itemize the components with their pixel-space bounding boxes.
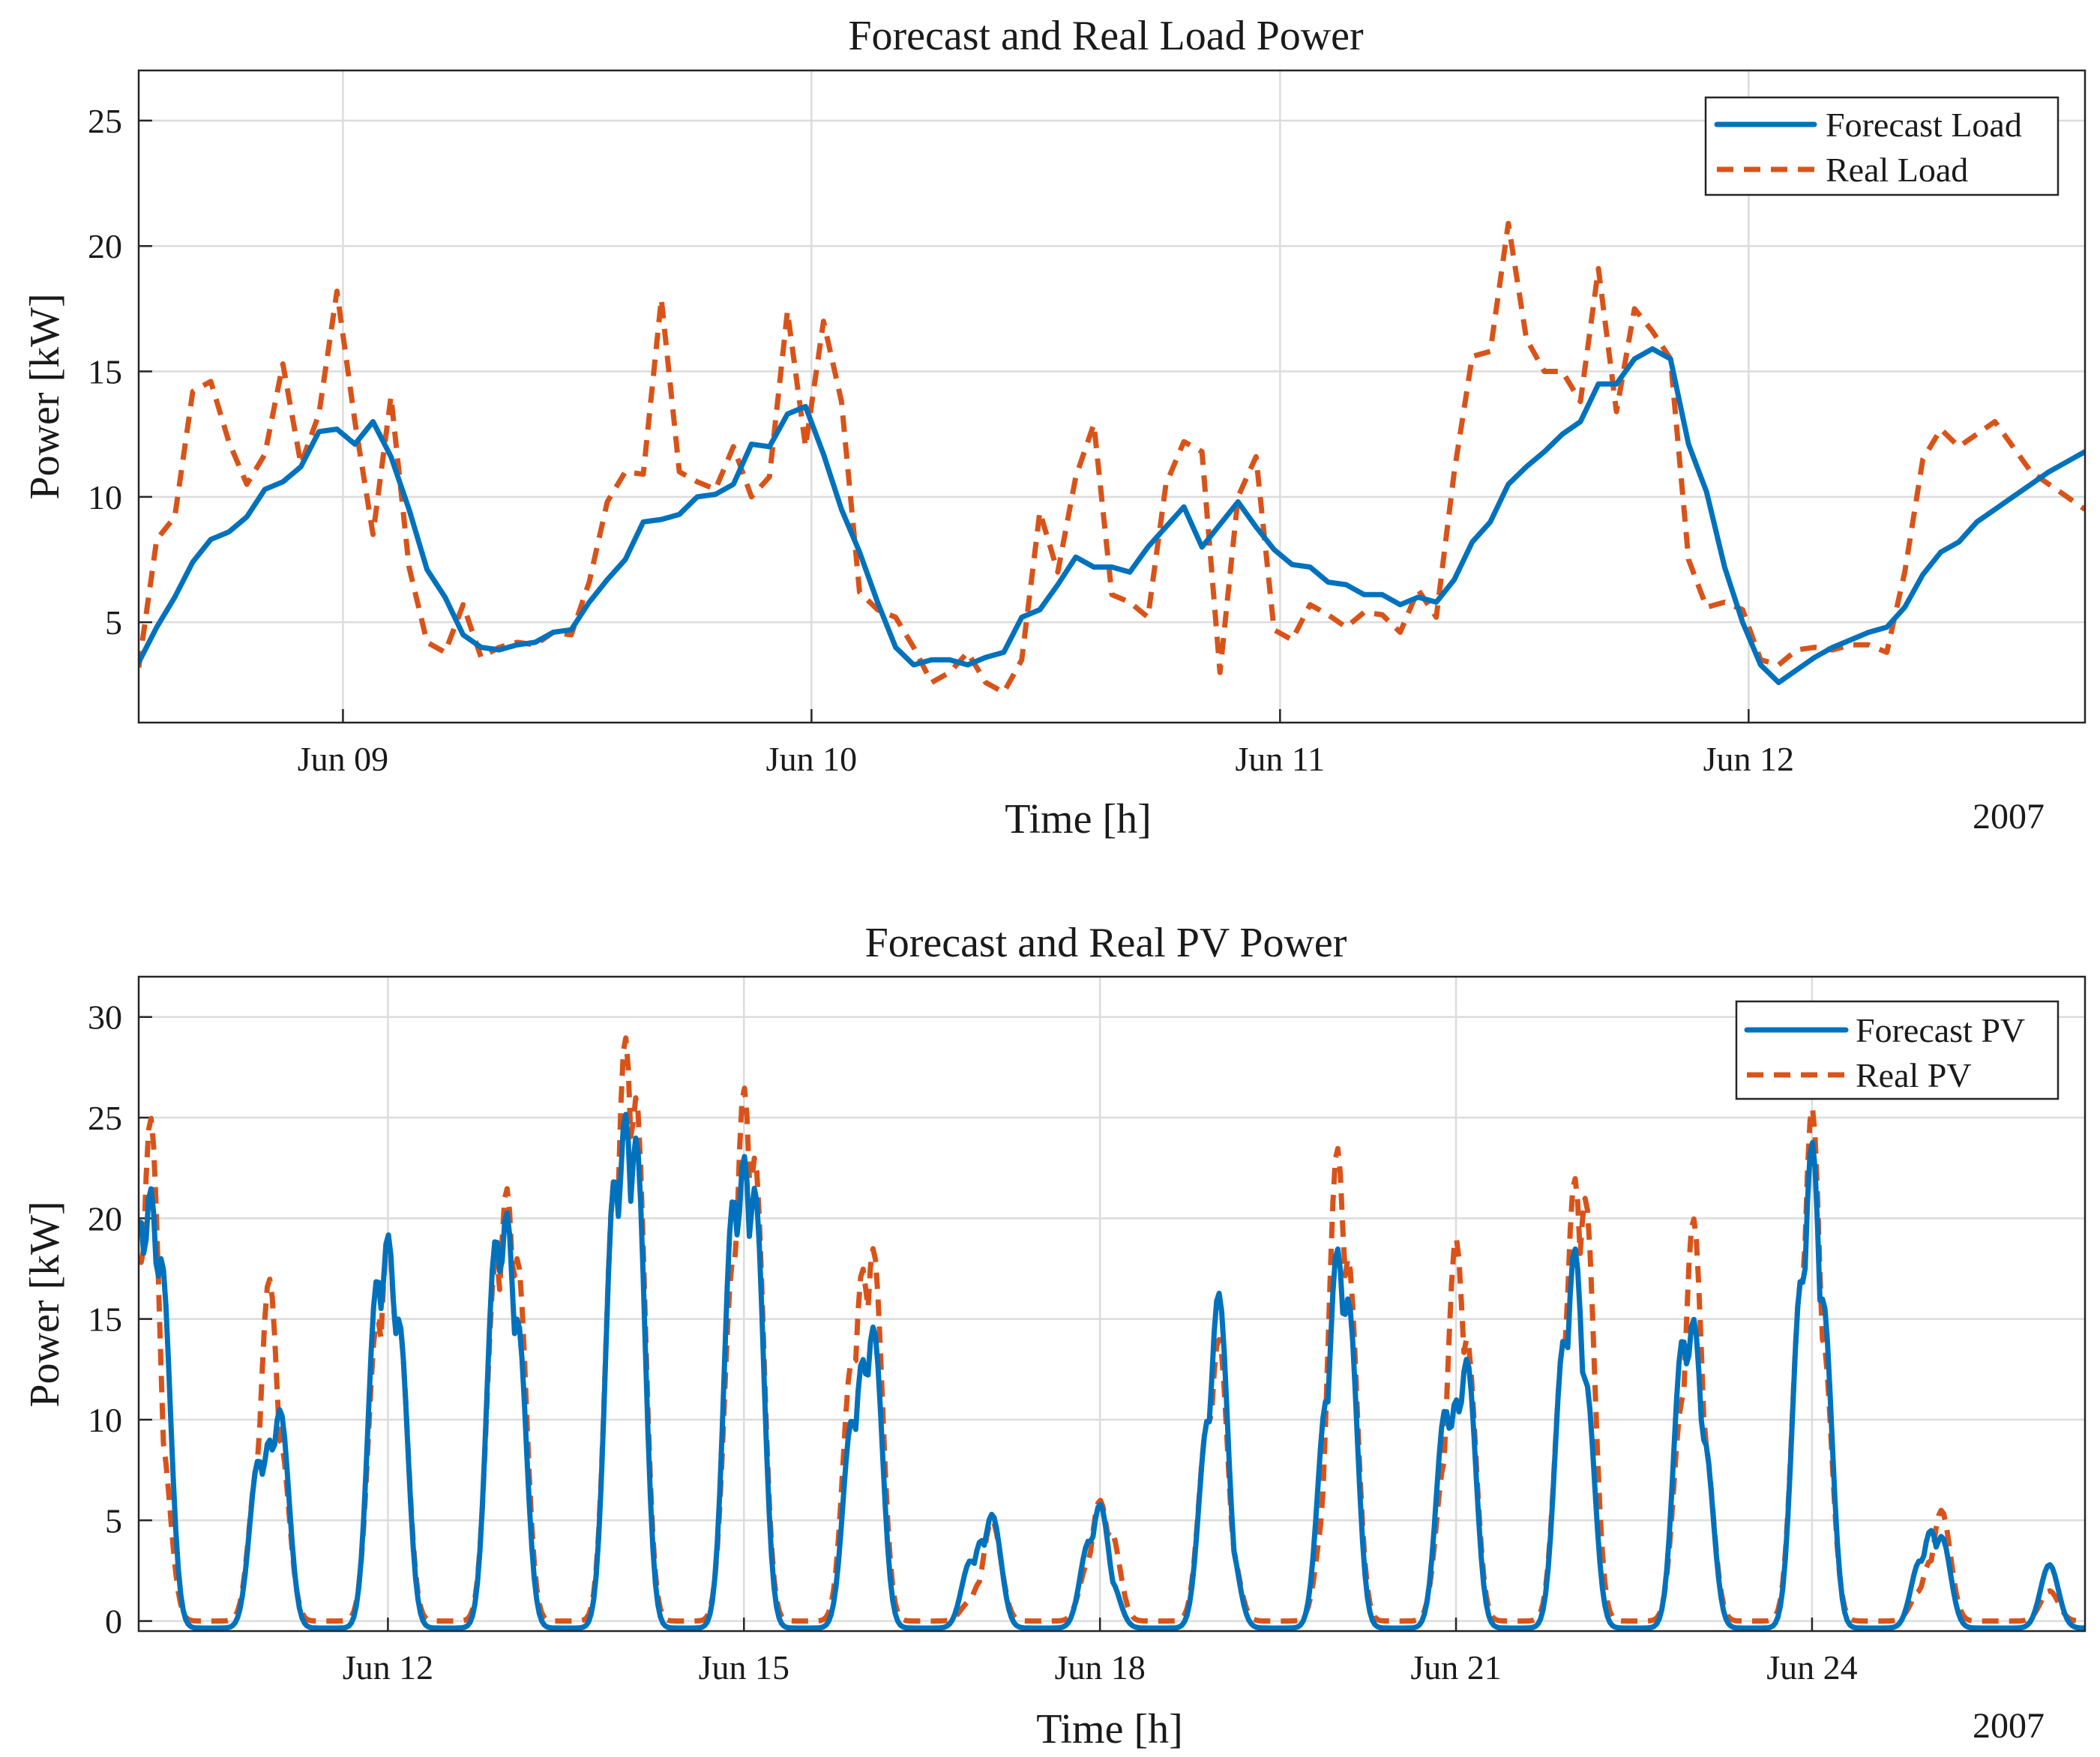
pv-x-tick-label: Jun 24 (1766, 1648, 1857, 1687)
pv-y-tick-label: 10 (88, 1401, 122, 1439)
load-x-tick-label: Jun 10 (766, 740, 857, 778)
load-y-tick-label: 20 (88, 227, 122, 265)
load-x-axis-label: Time [h] (1005, 796, 1152, 843)
load-legend-real-label: Real Load (1826, 151, 1968, 189)
pv-year-label: 2007 (1973, 1706, 2045, 1746)
pv-x-tick-label: Jun 12 (343, 1648, 433, 1687)
load-legend-forecast-label: Forecast Load (1826, 106, 2022, 144)
pv-legend-real-label: Real PV (1856, 1056, 1972, 1094)
pv-x-axis-label: Time [h] (1036, 1706, 1183, 1753)
load-y-tick-label: 10 (88, 478, 122, 516)
pv-legend-forecast-label: Forecast PV (1856, 1011, 2025, 1049)
load-ticks: Jun 09 Jun 10 Jun 11 Jun 12 5 10 15 20 25 (88, 102, 1794, 778)
pv-ticks: Jun 12 Jun 15 Jun 18 Jun 21 Jun 24 0 5 10 15 20 25… (88, 998, 1858, 1687)
load-x-tick-label: Jun 12 (1703, 740, 1794, 778)
load-series (139, 220, 2085, 696)
load-chart-title: Forecast and Real Load Power (848, 13, 1364, 59)
pv-chart-title: Forecast and Real PV Power (865, 920, 1347, 966)
pv-x-tick-label: Jun 21 (1410, 1648, 1501, 1687)
load-legend-box (1704, 96, 2060, 196)
pv-x-tick-label: Jun 15 (699, 1648, 789, 1687)
load-axes-box (137, 69, 2087, 724)
pv-real-series-line (139, 1035, 2085, 1624)
load-year-label: 2007 (1973, 797, 2045, 837)
pv-x-tick-label: Jun 18 (1054, 1648, 1145, 1687)
load-y-tick-label: 5 (105, 603, 122, 642)
pv-y-tick-label: 5 (105, 1501, 122, 1540)
load-x-tick-label: Jun 11 (1235, 740, 1325, 778)
pv-y-tick-label: 20 (88, 1199, 122, 1238)
pv-legend-box (1735, 1000, 2060, 1100)
load-forecast-series-line (139, 346, 2085, 685)
pv-axes-box (137, 975, 2087, 1633)
load-y-axis-label: Power [kW] (22, 293, 68, 499)
pv-y-tick-label: 30 (88, 998, 122, 1037)
load-chart: Forecast and Real Load Power Jun 09 Jun 1… (22, 13, 2087, 843)
pv-y-tick-label: 15 (88, 1301, 122, 1339)
load-y-tick-label: 15 (88, 353, 122, 391)
pv-chart: Forecast and Real PV Power Jun 12 Jun 15 J… (22, 920, 2087, 1753)
pv-series (139, 1035, 2085, 1631)
pv-forecast-series-line (139, 1112, 2085, 1631)
pv-y-tick-label: 25 (88, 1099, 122, 1137)
pv-legend: Forecast PV Real PV (1735, 1000, 2060, 1100)
pv-y-tick-label: 0 (105, 1603, 122, 1641)
load-y-tick-label: 25 (88, 102, 122, 140)
pv-y-axis-label: Power [kW] (22, 1201, 68, 1407)
load-x-tick-label: Jun 09 (298, 740, 388, 778)
load-legend: Forecast Load Real Load (1704, 96, 2060, 196)
